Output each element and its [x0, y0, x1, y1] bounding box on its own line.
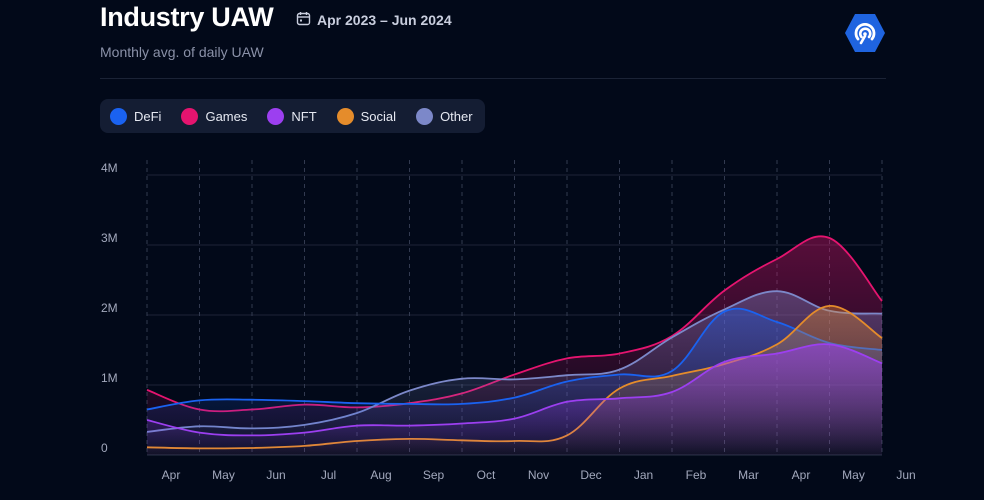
- legend-swatch: [416, 107, 434, 125]
- legend-label: Games: [205, 108, 248, 124]
- series-layer: [146, 235, 883, 455]
- x-tick-label: Feb: [686, 468, 707, 482]
- x-tick-label: May: [212, 468, 235, 482]
- page-title: Industry UAW: [100, 2, 274, 32]
- x-tick-label: Dec: [580, 468, 601, 482]
- x-tick-label: Oct: [477, 468, 496, 482]
- y-tick-label: 3M: [101, 231, 118, 245]
- chart-legend: DeFi Games NFT Social Other: [100, 99, 485, 133]
- series-area-nft: [147, 344, 882, 455]
- legend-swatch: [110, 107, 127, 125]
- legend-swatch: [336, 107, 354, 125]
- legend-label: Social: [360, 108, 397, 124]
- x-tick-label: Aug: [370, 468, 391, 482]
- y-tick-label: 0: [101, 441, 108, 455]
- x-tick-label: Jan: [634, 468, 653, 482]
- legend-label: DeFi: [134, 108, 162, 124]
- series-line-defi[interactable]: [146, 307, 883, 411]
- x-tick-label: Jun: [266, 468, 285, 482]
- date-range-selector[interactable]: Apr 2023 – Jun 2024: [296, 11, 452, 29]
- y-tick-label: 2M: [101, 301, 118, 315]
- x-tick-label: Jul: [321, 468, 336, 482]
- legend-label: NFT: [291, 108, 317, 124]
- x-tick-label: Nov: [528, 468, 549, 482]
- page-subtitle: Monthly avg. of daily UAW: [100, 44, 264, 60]
- legend-label: Other: [440, 108, 473, 124]
- header-divider: [100, 78, 886, 79]
- legend-item-social[interactable]: Social: [336, 107, 397, 125]
- legend-item-defi[interactable]: DeFi: [110, 107, 162, 125]
- date-range-label: Apr 2023 – Jun 2024: [317, 12, 452, 28]
- legend-swatch: [267, 107, 285, 125]
- calendar-icon: [296, 11, 311, 29]
- legend-item-nft[interactable]: NFT: [267, 107, 317, 125]
- x-tick-label: Sep: [423, 468, 445, 482]
- legend-item-other[interactable]: Other: [416, 107, 473, 125]
- x-tick-label: Apr: [162, 468, 181, 482]
- legend-swatch: [181, 107, 199, 125]
- brand-logo-icon: [844, 12, 886, 54]
- y-tick-label: 1M: [101, 371, 118, 385]
- x-tick-label: May: [842, 468, 865, 482]
- x-tick-label: Apr: [792, 468, 811, 482]
- series-line-nft[interactable]: [146, 343, 883, 437]
- legend-item-games[interactable]: Games: [181, 107, 248, 125]
- y-tick-label: 4M: [101, 161, 118, 175]
- x-tick-label: Mar: [738, 468, 759, 482]
- x-tick-label: Jun: [896, 468, 915, 482]
- axis-layer: 0 1M 2M 3M 4M Apr May Jun Jul Aug Sep Oct Nov Dec Jan F…: [101, 161, 916, 482]
